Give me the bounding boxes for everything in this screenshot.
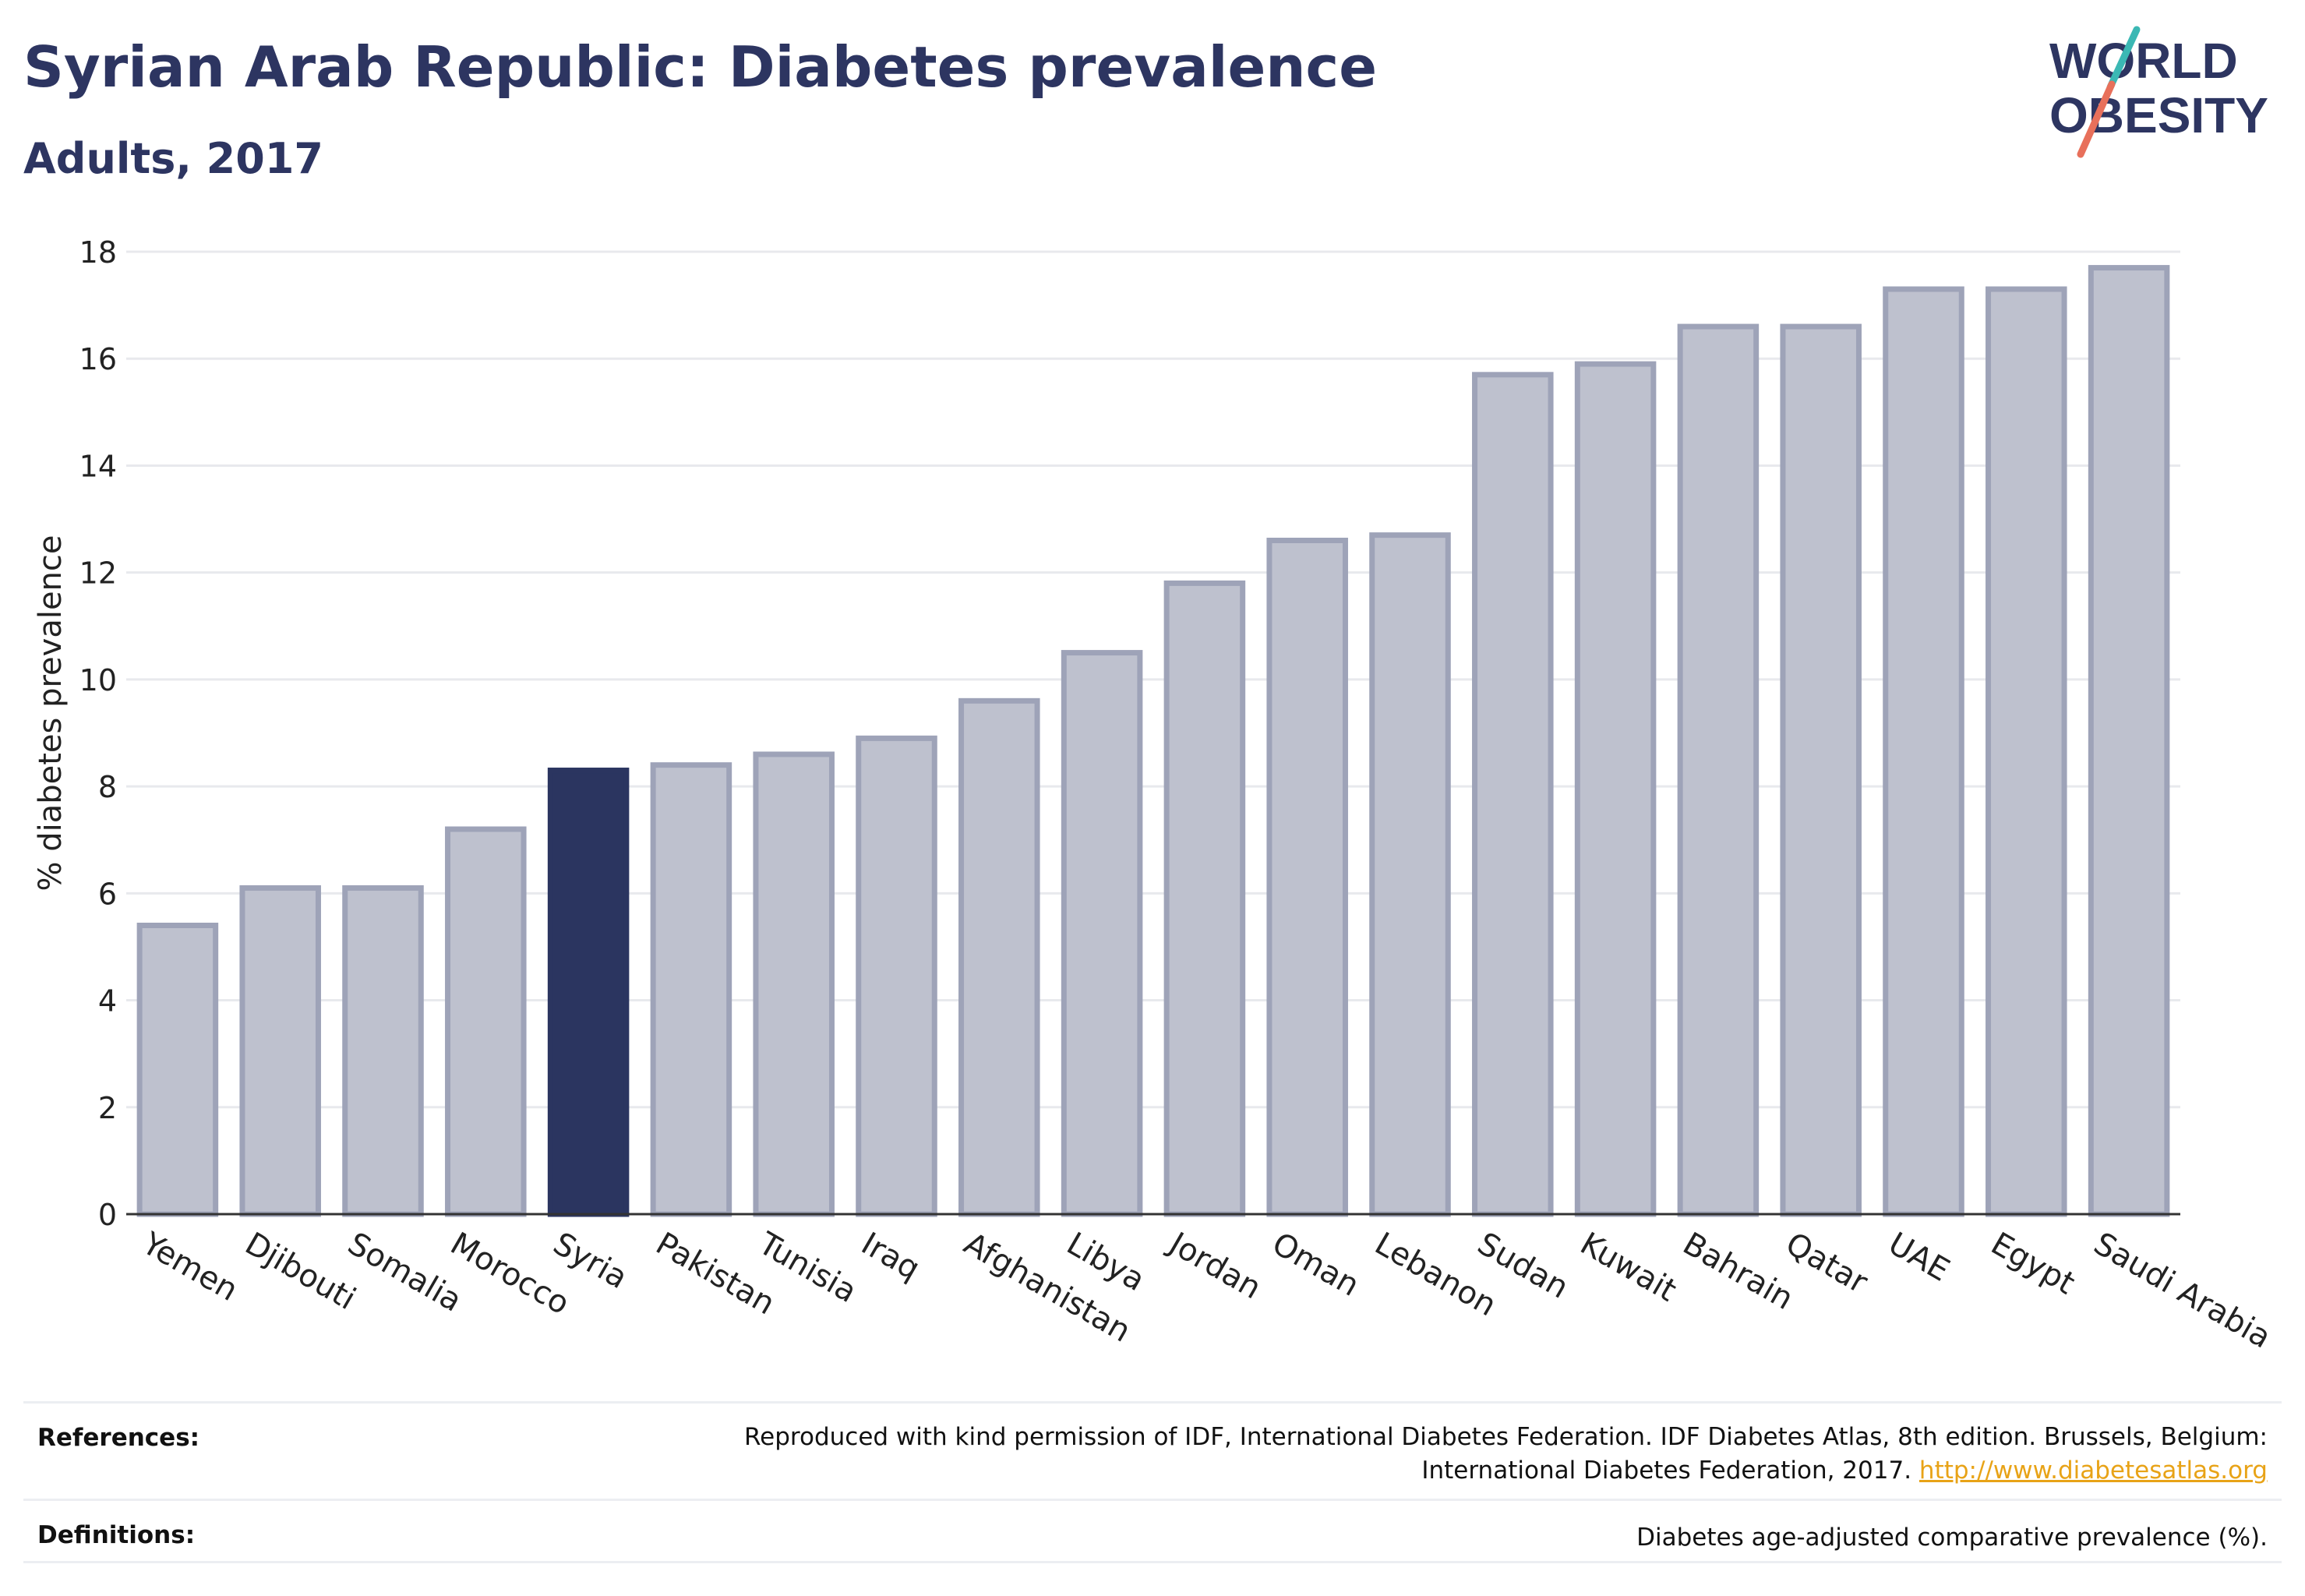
diabetes-atlas-link[interactable]: http://www.diabetesatlas.org [1918,1457,2268,1485]
bar-kuwait [1574,361,1657,1217]
y-tick-label: 2 [98,1091,117,1125]
y-tick-label: 12 [79,556,117,591]
bar-oman [1266,538,1348,1217]
x-tick-label: Kuwait [1574,1226,1682,1309]
x-tick-label: Saudi Arabia [2088,1226,2277,1356]
footer-bottom-rule [23,1561,2282,1563]
world-obesity-logo[interactable]: WORLD OBESITY [2042,23,2291,164]
bar-afghanistan [958,697,1040,1217]
bar-iraq [856,735,937,1217]
references-line-1: Reproduced with kind permission of IDF, … [744,1423,2268,1451]
bar-jordan [1163,580,1246,1217]
x-tick-label: Morocco [444,1226,575,1322]
bar-qatar [1780,323,1862,1217]
x-tick-label: UAE [1883,1226,1956,1289]
definitions-row: Definitions: Diabetes age-adjusted compa… [23,1499,2282,1563]
x-tick-label: Iraq [856,1226,927,1287]
y-tick-label: 4 [98,984,117,1019]
x-tick-label: Egypt [1985,1226,2081,1302]
bar-libya [1061,650,1143,1217]
references-text: Reproduced with kind permission of IDF, … [744,1421,2268,1488]
references-line-2-text: International Diabetes Federation, 2017. [1421,1457,1912,1485]
bar-egypt [1986,286,2067,1217]
bar-lebanon [1369,532,1451,1217]
bars-layer [136,265,2170,1217]
bar-djibouti [239,885,321,1217]
bar-yemen [136,923,219,1217]
y-tick-label: 14 [79,449,117,483]
chart-title: Syrian Arab Republic: Diabetes prevalenc… [23,34,1378,100]
definitions-text: Diabetes age-adjusted comparative preval… [1636,1524,2268,1552]
x-tick-label: Djibouti [239,1226,362,1317]
bar-morocco [445,826,527,1217]
bar-tunisia [753,751,835,1217]
y-tick-label: 8 [98,770,117,804]
x-tick-label: Bahrain [1677,1226,1799,1317]
bar-uae [1883,286,1964,1217]
bar-bahrain [1677,323,1760,1217]
bar-syria [547,768,630,1217]
y-axis-label: % diabetes prevalence [33,535,69,891]
x-tick-label: Pakistan [650,1226,781,1322]
logo-slash-teal [2106,26,2141,91]
ticks-layer: 0 2 4 6 8 10 12 14 16 18 [79,235,117,1232]
references-row: References: Reproduced with kind permiss… [23,1401,2282,1501]
references-line-2: International Diabetes Federation, 2017.… [744,1454,2268,1488]
chart-subtitle: Adults, 2017 [23,134,323,183]
bar-somalia [342,885,424,1217]
y-tick-label: 18 [79,235,117,270]
logo-word-world: WORLD [2049,33,2238,89]
y-tick-label: 16 [79,342,117,376]
definitions-label: Definitions: [37,1521,196,1549]
grid-layer [126,250,2180,1109]
bar-saudi-arabia [2088,265,2170,1217]
x-tick-label: Oman [1266,1226,1365,1304]
y-tick-label: 0 [98,1198,117,1232]
x-tick-label: Somalia [342,1226,468,1319]
logo-slash-coral [2077,80,2116,158]
y-tick-label: 6 [98,877,117,911]
bar-pakistan [650,762,732,1217]
y-tick-label: 10 [79,663,117,697]
bar-chart: 0 2 4 6 8 10 12 14 16 18 YemenDjiboutiSomaliaMoro… [33,235,2277,1356]
references-label: References: [37,1424,200,1452]
bar-sudan [1472,372,1554,1217]
x-tick-label: Jordan [1161,1224,1267,1306]
x-tick-label: Yemen [136,1225,244,1308]
